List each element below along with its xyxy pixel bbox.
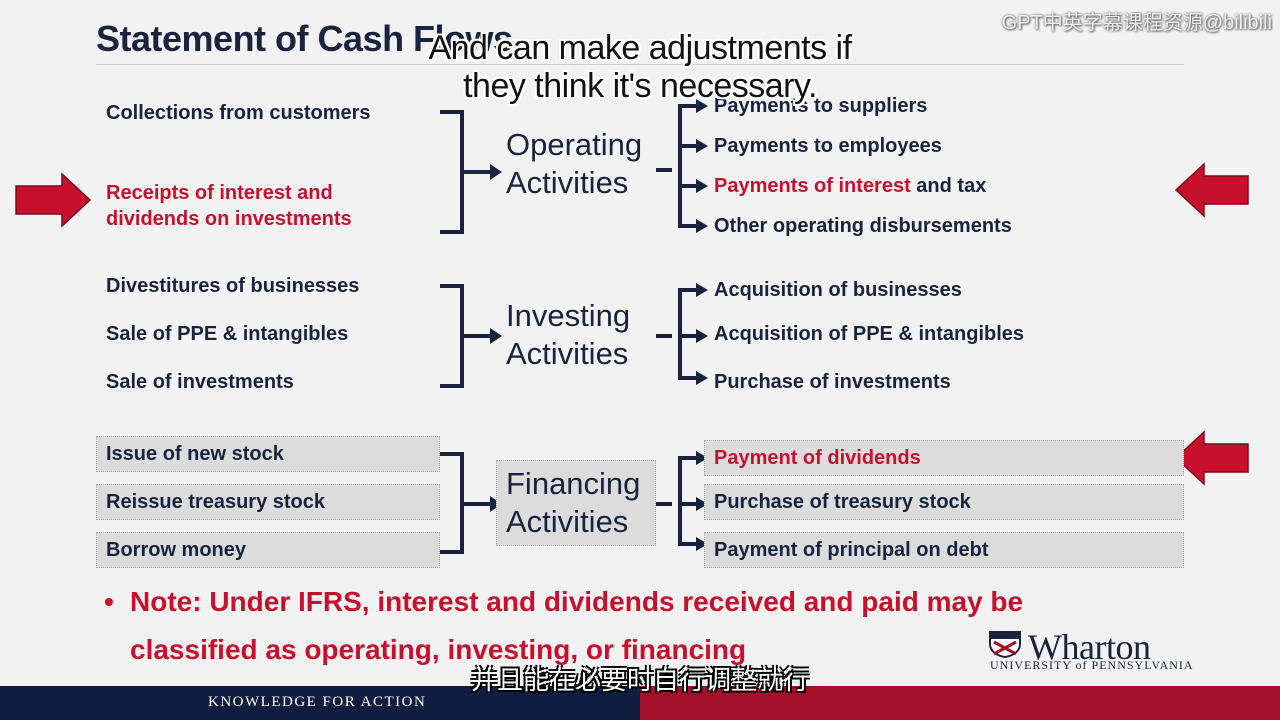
operating-outflow-interest-highlight: Payments of interest: [714, 175, 911, 197]
investing-label-line1: Investing: [506, 298, 631, 333]
slide-title: Statement of Cash Flows: [96, 18, 513, 59]
arrow-left-icon: [1174, 162, 1249, 218]
financing-inflow-box-1: [96, 436, 440, 472]
watermark: GPT中英字幕课程资源@bilibili: [1001, 12, 1272, 34]
financing-inflow-issue-stock: Issue of new stock: [106, 443, 284, 465]
operating-outflow-suppliers: Payments to suppliers: [714, 95, 928, 117]
financing-outflow-box-1: [704, 440, 1184, 476]
operating-label-line2: Activities: [506, 165, 629, 200]
investing-inflow-sale-ppe: Sale of PPE & intangibles: [106, 323, 349, 345]
financing-outflow-box-3: [704, 532, 1184, 568]
operating-outflow-employees: Payments to employees: [714, 135, 942, 157]
financing-label-box: [496, 460, 656, 546]
arrow-left-icon: [1174, 430, 1249, 486]
title-divider: [96, 64, 1184, 65]
investing-outflow-acq-businesses: Acquisition of businesses: [714, 279, 962, 301]
financing-label-line2: Activities: [506, 504, 629, 539]
footer-bar-red: [640, 686, 1280, 720]
note-line1: Note: Under IFRS, interest and dividends…: [130, 586, 1024, 617]
operating-inflow-interest-line2: dividends on investments: [106, 208, 352, 230]
penn-shield-icon: [989, 631, 1021, 658]
note-line2: classified as operating, investing, or f…: [130, 634, 747, 665]
wharton-wordmark: Wharton: [1028, 627, 1151, 667]
financing-outflow-dividends: Payment of dividends: [714, 447, 921, 469]
wharton-university: UNIVERSITY of PENNSYLVANIA: [990, 658, 1194, 672]
operating-outflow-interest-tax: Payments of interest and tax: [714, 175, 986, 198]
footer-tagline: KNOWLEDGE FOR ACTION: [208, 694, 427, 710]
subtitle-en-line1: And can make adjustments if: [428, 29, 852, 67]
financing-inflow-box-2: [96, 484, 440, 520]
footer-bar-navy: [0, 686, 640, 720]
financing-label-line1: Financing: [506, 466, 641, 501]
financing-inflow-reissue-treasury: Reissue treasury stock: [106, 491, 326, 513]
financing-inflow-box-3: [96, 532, 440, 568]
note-bullet: •: [104, 586, 114, 617]
financing-inflow-borrow: Borrow money: [106, 539, 247, 561]
operating-inflow-collections: Collections from customers: [106, 102, 371, 124]
financing-outflow-principal: Payment of principal on debt: [714, 539, 989, 561]
operating-inflow-interest-line1: Receipts of interest and: [106, 182, 333, 204]
operating-outflow-tax-text: and tax: [916, 175, 987, 197]
investing-outflow-acq-ppe: Acquisition of PPE & intangibles: [714, 323, 1025, 345]
investing-label-line2: Activities: [506, 336, 629, 371]
operating-label-line1: Operating: [506, 127, 643, 162]
investing-inflow-sale-investments: Sale of investments: [106, 371, 294, 393]
financing-outflow-treasury: Purchase of treasury stock: [714, 491, 971, 513]
operating-outflow-other: Other operating disbursements: [714, 215, 1012, 237]
diagram-connectors: [15, 99, 1249, 554]
subtitle-zh: 并且能在必要时自行调整就行: [470, 665, 809, 695]
financing-outflow-box-2: [704, 484, 1184, 520]
arrow-right-icon: [15, 172, 92, 228]
investing-outflow-purchase-investments: Purchase of investments: [714, 371, 951, 393]
subtitle-en-line2: they think it's necessary.: [463, 67, 817, 105]
investing-inflow-divestitures: Divestitures of businesses: [106, 275, 360, 297]
